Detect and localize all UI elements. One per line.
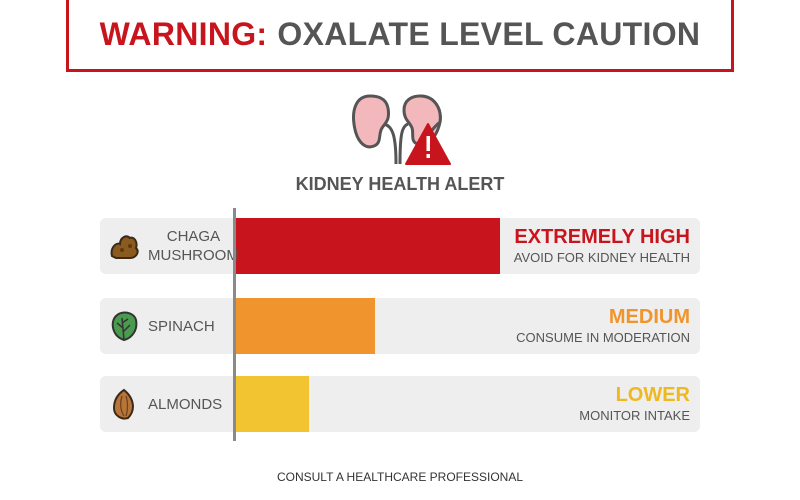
level-label: MEDIUM CONSUME IN MODERATION xyxy=(516,306,690,347)
level-text: MEDIUM xyxy=(608,306,690,328)
level-text: LOWER xyxy=(615,384,690,406)
food-name: ALMONDS xyxy=(148,395,222,414)
axis-line xyxy=(233,208,236,441)
advice-text: CONSUME IN MODERATION xyxy=(516,330,690,345)
food-name: CHAGA MUSHROOM xyxy=(148,227,239,265)
almond-icon xyxy=(112,388,134,420)
spinach-leaf-icon xyxy=(111,311,138,342)
level-label: EXTREMELY HIGH AVOID FOR KIDNEY HEALTH xyxy=(514,226,690,267)
food-label: CHAGA MUSHROOM xyxy=(108,218,239,274)
food-name-line: SPINACH xyxy=(148,317,215,335)
food-name-line: ALMONDS xyxy=(148,395,223,413)
food-label: SPINACH xyxy=(108,298,232,354)
row-track xyxy=(100,298,700,354)
row-track xyxy=(100,376,700,432)
advice-text: MONITOR INTAKE xyxy=(579,408,690,423)
bar xyxy=(235,298,375,354)
chart-subtitle: KIDNEY HEALTH ALERT xyxy=(295,174,505,194)
food-name-line: MUSHROOM xyxy=(148,247,239,264)
warning-banner: WARNING: OXALATE LEVEL CAUTION xyxy=(66,0,734,72)
level-label: LOWER MONITOR INTAKE xyxy=(579,384,690,425)
bar xyxy=(235,376,309,432)
bar xyxy=(235,218,500,274)
food-name-line: CHAGA xyxy=(166,228,221,245)
warning-word: WARNING: xyxy=(99,16,268,52)
kidneys-warning-icon xyxy=(352,94,451,165)
level-text: EXTREMELY HIGH xyxy=(514,226,690,248)
food-label: ALMONDS xyxy=(108,376,232,432)
advice-text: AVOID FOR KIDNEY HEALTH xyxy=(513,250,690,265)
footer-note: CONSULT A HEALTHCARE PROFESSIONAL xyxy=(276,470,524,484)
page-title: OXALATE LEVEL CAUTION xyxy=(277,16,701,52)
food-name: SPINACH xyxy=(148,317,215,336)
chaga-icon xyxy=(110,235,139,259)
